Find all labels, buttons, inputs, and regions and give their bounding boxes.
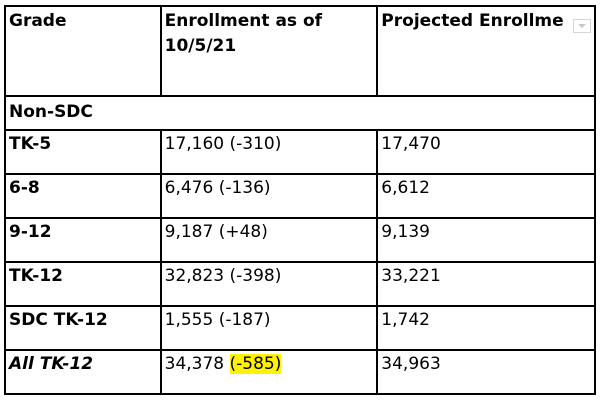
grade-cell: 9-12 — [4, 217, 162, 263]
enrollment-cell: 6,476 (-136) — [159, 173, 379, 219]
enrollment-cell: 1,555 (-187) — [159, 305, 379, 351]
grade-cell: SDC TK-12 — [4, 305, 162, 351]
grade-cell: All TK-12 — [4, 349, 162, 395]
projected-cell: 17,470 — [376, 129, 596, 175]
enrollment-table: Grade Enrollment as of 10/5/21 Projected… — [4, 5, 596, 395]
projected-cell: 33,221 — [376, 261, 596, 307]
table-row: 9-12 9,187 (+48) 9,139 — [4, 217, 596, 263]
enrollment-cell: 34,378 (-585) — [159, 349, 379, 395]
grade-cell: 6-8 — [4, 173, 162, 219]
table-row: All TK-12 34,378 (-585) 34,963 — [4, 349, 596, 395]
table-row: TK-12 32,823 (-398) 33,221 — [4, 261, 596, 307]
header-row: Grade Enrollment as of 10/5/21 Projected… — [4, 5, 596, 97]
header-enrollment: Enrollment as of 10/5/21 — [159, 5, 379, 97]
table-row: SDC TK-12 1,555 (-187) 1,742 — [4, 305, 596, 351]
enrollment-cell: 17,160 (-310) — [159, 129, 379, 175]
header-grade: Grade — [4, 5, 162, 97]
grade-cell: TK-12 — [4, 261, 162, 307]
header-projected: Projected Enrollme — [376, 5, 596, 97]
projected-cell: 34,963 — [376, 349, 596, 395]
dropdown-arrow-icon[interactable] — [573, 19, 591, 33]
enrollment-change-highlight: (-585) — [229, 354, 282, 374]
section-label: Non-SDC — [4, 95, 596, 131]
projected-cell: 1,742 — [376, 305, 596, 351]
table-row: TK-5 17,160 (-310) 17,470 — [4, 129, 596, 175]
projected-cell: 6,612 — [376, 173, 596, 219]
enrollment-cell: 9,187 (+48) — [159, 217, 379, 263]
grade-cell: TK-5 — [4, 129, 162, 175]
table-row: 6-8 6,476 (-136) 6,612 — [4, 173, 596, 219]
projected-cell: 9,139 — [376, 217, 596, 263]
section-row: Non-SDC — [4, 95, 596, 131]
enrollment-cell: 32,823 (-398) — [159, 261, 379, 307]
enrollment-value: 34,378 — [164, 354, 225, 374]
header-projected-label: Projected Enrollme — [381, 11, 564, 31]
